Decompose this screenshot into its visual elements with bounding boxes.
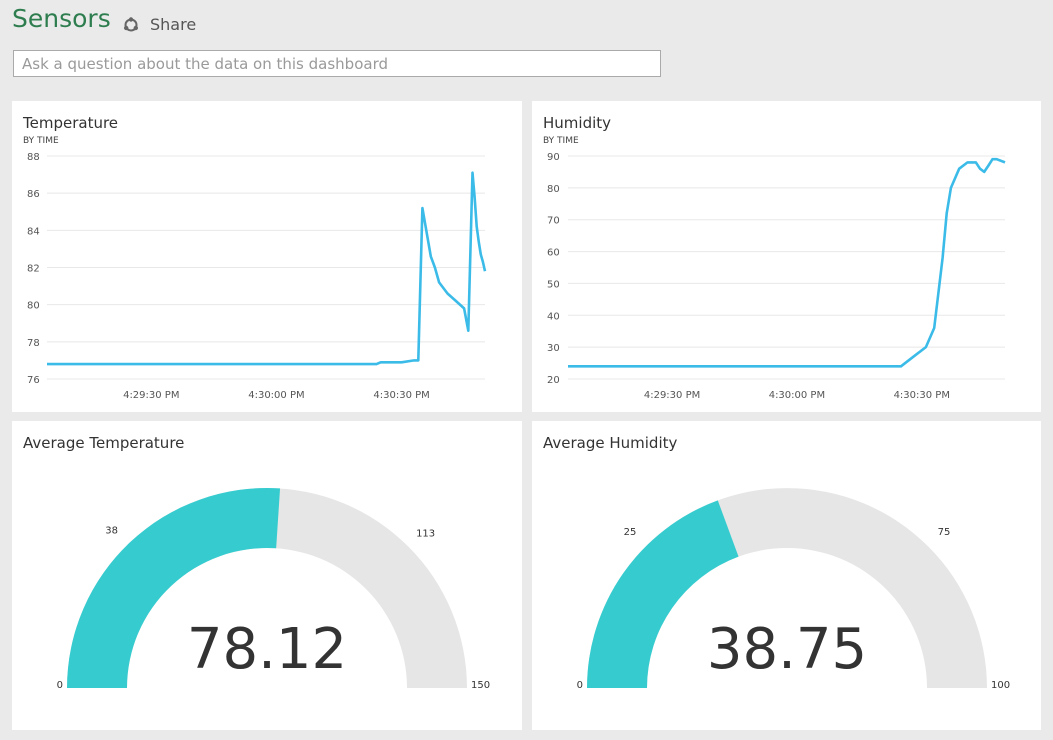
gauge-value: 38.75 (707, 617, 867, 682)
x-tick-label: 4:30:00 PM (769, 390, 825, 401)
gauge-target-high-label: 75 (938, 527, 951, 538)
y-tick-label: 80 (27, 301, 40, 312)
series-line (47, 171, 487, 366)
avg-temperature-tile[interactable]: 78.12 0 150 38 113 Average Temperature (12, 421, 522, 730)
share-icon (124, 16, 138, 31)
x-tick-label: 4:30:00 PM (248, 390, 304, 401)
share-label: Share (150, 15, 197, 34)
avg-humidity-gauge: 38.75 0 100 25 75 (577, 488, 1010, 691)
x-tick-label: 4:29:30 PM (123, 390, 179, 401)
gauge-max-label: 150 (471, 680, 490, 691)
x-tick-label: 4:30:30 PM (373, 390, 429, 401)
gauge-target-high-label: 113 (416, 529, 435, 540)
humidity-subtitle: BY TIME (543, 136, 579, 146)
y-tick-label: 20 (547, 375, 560, 386)
y-tick-label: 84 (27, 226, 40, 237)
avg-humidity-title: Average Humidity (543, 434, 678, 452)
y-tick-label: 88 (27, 152, 40, 163)
x-tick-label: 4:29:30 PM (644, 390, 700, 401)
y-tick-label: 90 (547, 152, 560, 163)
avg-temperature-gauge: 78.12 0 150 38 113 (57, 488, 490, 691)
x-tick-label: 4:30:30 PM (894, 390, 950, 401)
y-tick-label: 30 (547, 343, 560, 354)
dashboard-title: Sensors (12, 4, 111, 33)
question-input[interactable] (13, 50, 661, 77)
y-tick-label: 76 (27, 375, 40, 386)
temperature-tile[interactable]: 76 78 80 82 84 86 88 4:29:30 PM 4:30:00 PM 4:30:3… (12, 101, 522, 412)
temperature-line-chart: 76 78 80 82 84 86 88 4:29:30 PM 4:30:00 PM 4:30:3… (27, 152, 487, 401)
gauge-fill (67, 488, 281, 688)
gauge-target-low-label: 25 (624, 527, 637, 538)
avg-humidity-tile[interactable]: 38.75 0 100 25 75 Average Humidity (532, 421, 1041, 730)
humidity-line-chart: 20 30 40 50 60 70 80 90 4:29:30 PM 4:30:00 PM 4:30… (547, 152, 1006, 401)
humidity-tile[interactable]: 20 30 40 50 60 70 80 90 4:29:30 PM 4:30:00 PM 4:30… (532, 101, 1041, 412)
y-tick-label: 80 (547, 184, 560, 195)
temperature-title: Temperature (23, 114, 119, 132)
gauge-max-label: 100 (991, 680, 1010, 691)
y-tick-label: 82 (27, 264, 40, 275)
temperature-subtitle: BY TIME (23, 136, 59, 146)
y-tick-label: 60 (547, 248, 560, 259)
avg-temperature-title: Average Temperature (23, 434, 185, 452)
gauge-fill (587, 500, 739, 688)
gauge-min-label: 0 (577, 680, 583, 691)
gauge-value: 78.12 (187, 617, 347, 682)
humidity-title: Humidity (543, 114, 612, 132)
series-line (568, 157, 1006, 368)
y-tick-label: 70 (547, 216, 560, 227)
y-tick-label: 50 (547, 279, 560, 290)
gauge-target-low-label: 38 (105, 525, 118, 536)
share-button[interactable]: Share (122, 15, 196, 34)
gauge-min-label: 0 (57, 680, 63, 691)
y-tick-label: 86 (27, 189, 40, 200)
y-tick-label: 78 (27, 338, 40, 349)
y-tick-label: 40 (547, 311, 560, 322)
